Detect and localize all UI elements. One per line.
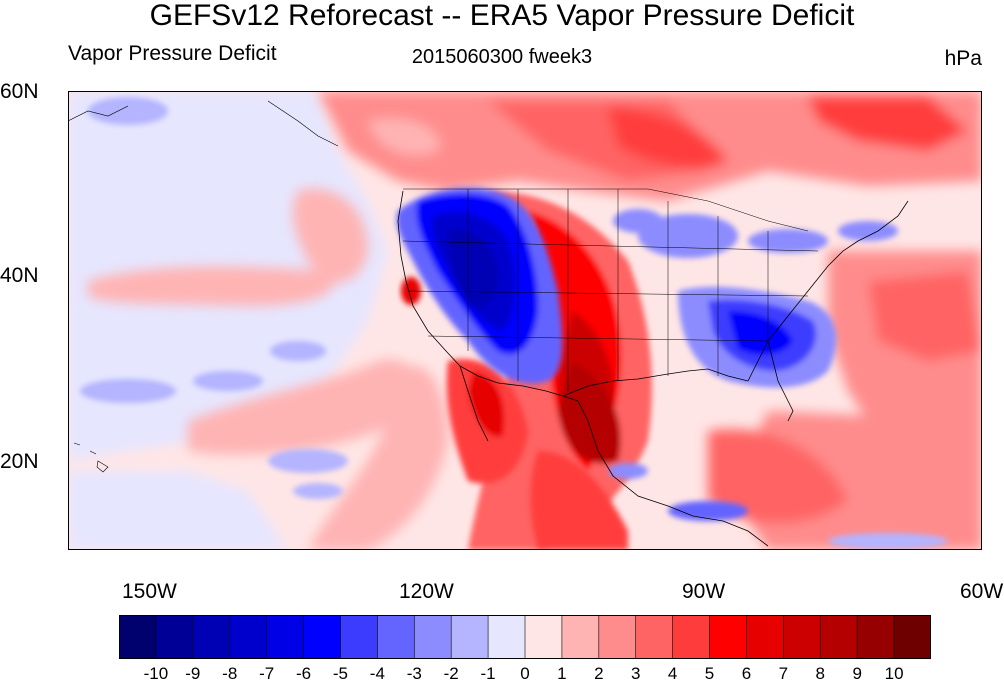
colorbar-swatch: [598, 615, 637, 659]
colorbar-swatch: [746, 615, 784, 659]
colorbar-swatch: [783, 615, 821, 659]
colorbar-tick-label: -5: [332, 664, 349, 683]
colorbar-tick-label: 10: [884, 664, 904, 683]
map-frame: [68, 91, 982, 550]
southeast-negative-region: [678, 286, 837, 388]
colorbar-swatch: [192, 615, 231, 659]
colorbar-swatch: [119, 615, 157, 659]
colorbar-swatch: [672, 615, 710, 659]
colorbar-tick-label: 3: [630, 664, 641, 683]
colorbar-tick-label: 6: [741, 664, 752, 683]
colorbar-swatch: [561, 615, 600, 659]
colorbar-tick-label: -6: [295, 664, 312, 683]
colorbar-tick-label: 1: [557, 664, 567, 683]
colorbar-tick-label: 8: [815, 664, 825, 683]
colorbar-tick-label: -1: [480, 664, 496, 683]
atlantic-positive-region: [708, 251, 982, 550]
colorbar-tick-label: 7: [778, 664, 789, 683]
colorbar-tick-label: -4: [369, 664, 385, 683]
lat-label-40n: 40N: [0, 264, 39, 287]
colorbar-swatch: [525, 615, 563, 659]
west-negative-region: [396, 187, 563, 384]
colorbar-swatch: [894, 615, 932, 659]
hawaii-outline: [73, 442, 109, 473]
colorbar-swatch: [340, 615, 378, 659]
colorbar-frame: [119, 615, 931, 659]
vpd-map: [60, 83, 982, 558]
state-boundaries: [402, 188, 819, 391]
colorbar-swatch: [635, 615, 673, 659]
colorbar-tick-label: -9: [185, 664, 201, 683]
colorbar-tick-label: 0: [520, 664, 530, 683]
colorbar-swatch: [709, 615, 747, 659]
lat-label-60n: 60N: [0, 80, 39, 103]
colorbar-swatch: [303, 615, 341, 659]
colorbar-swatch: [488, 615, 526, 659]
colorbar-tick-label: -2: [443, 664, 459, 683]
colorbar-tick-label: -10: [143, 664, 169, 683]
map-title: GEFSv12 Reforecast -- ERA5 Vapor Pressur…: [149, 0, 855, 32]
lat-label-20n: 20N: [0, 450, 39, 473]
colorbar-swatch: [820, 615, 858, 659]
colorbar-swatch: [377, 615, 415, 659]
colorbar-tick-label: 9: [852, 664, 862, 683]
colorbar-swatch: [229, 615, 267, 659]
pacific-positive-bands: [88, 188, 448, 550]
lon-label-60w: 60W: [960, 580, 1004, 603]
colorbar-swatch: [451, 615, 489, 659]
north-positive-region: [318, 91, 982, 201]
colorbar-swatches: [119, 615, 932, 659]
alaska-coast: [68, 100, 339, 147]
colorbar-tick-label: -7: [259, 664, 275, 683]
colorbar-tick-label: 5: [704, 664, 715, 683]
colorbar: [119, 615, 932, 659]
lon-label-120w: 120W: [399, 580, 454, 603]
colorbar-tick-label: 2: [594, 664, 604, 683]
central-america-negative-patches: [608, 463, 948, 549]
colorbar-swatch: [266, 615, 304, 659]
colorbar-tick-label: -8: [222, 664, 238, 683]
lon-label-150w: 150W: [122, 580, 177, 603]
colorbar-tick-label: 4: [667, 664, 678, 683]
units-label: hPa: [944, 47, 982, 70]
colorbar-swatch: [857, 615, 895, 659]
colorbar-swatch: [155, 615, 194, 659]
lon-label-90w: 90W: [682, 580, 726, 603]
pacific-negative-patches: [80, 97, 348, 499]
forecast-date: 2015060300 fweek3: [411, 46, 593, 68]
colorbar-tick-label: -3: [406, 664, 422, 683]
variable-name: Vapor Pressure Deficit: [68, 42, 277, 65]
mexico-positive-region: [446, 359, 628, 550]
colorbar-swatch: [414, 615, 452, 659]
